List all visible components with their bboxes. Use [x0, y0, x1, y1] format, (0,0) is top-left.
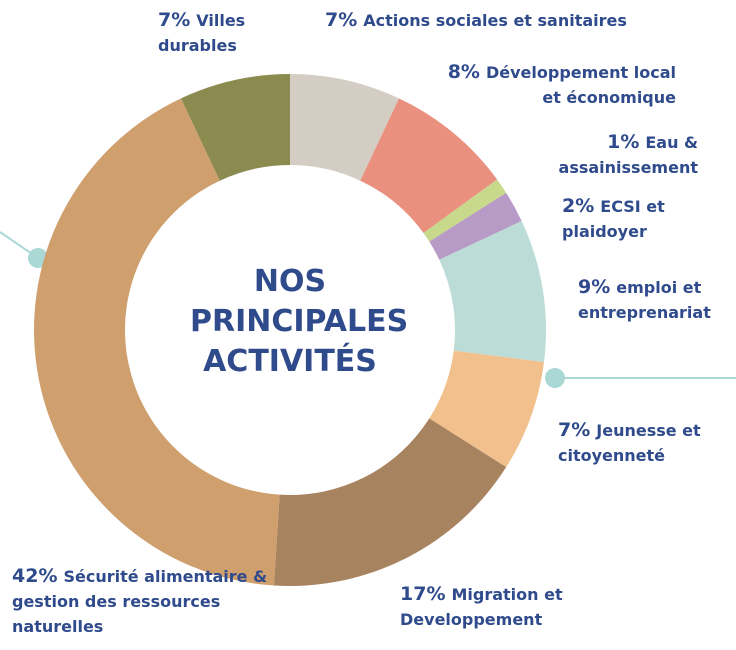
- connector-dot: [545, 368, 565, 388]
- category-label: ECSI et plaidoyer: [562, 197, 665, 241]
- percent-label: 7%: [558, 419, 591, 441]
- category-label: Villes durables: [158, 11, 246, 55]
- percent-label: 17%: [400, 583, 446, 605]
- category-label: Développement local et économique: [485, 63, 676, 107]
- percent-label: 8%: [447, 61, 480, 83]
- percent-label: 7%: [325, 9, 358, 31]
- percent-label: 7%: [158, 9, 191, 31]
- donut-segment: [439, 221, 547, 363]
- segment-label: 1% Eau & assainissement: [530, 130, 698, 180]
- segment-label: 7% Jeunesse et citoyenneté: [558, 418, 718, 468]
- chart-title: NOS PRINCIPALES ACTIVITÉS: [190, 264, 409, 379]
- segment-label: 17% Migration et Developpement: [400, 582, 590, 632]
- donut-segment: [34, 98, 280, 586]
- category-label: Migration et Developpement: [400, 585, 563, 629]
- category-label: emploi et entreprenariat: [578, 278, 711, 322]
- segment-label: 8% Développement local et économique: [440, 60, 676, 110]
- donut-segment: [360, 98, 498, 234]
- segment-label: 2% ECSI et plaidoyer: [562, 194, 692, 244]
- donut-segment: [429, 192, 522, 260]
- category-label: Jeunesse et citoyenneté: [558, 421, 701, 465]
- category-label: Sécurité alimentaire & gestion des resso…: [12, 567, 268, 636]
- donut-segment: [429, 350, 544, 468]
- donut-segment: [273, 418, 507, 586]
- donut-segment: [290, 74, 399, 181]
- category-label: Actions sociales et sanitaires: [363, 11, 627, 30]
- segment-label: 7% Villes durables: [158, 8, 268, 58]
- segment-label: 42% Sécurité alimentaire & gestion des re…: [12, 564, 282, 639]
- segment-label: 7% Actions sociales et sanitaires: [325, 8, 685, 33]
- percent-label: 9%: [578, 276, 611, 298]
- donut-segment: [423, 179, 507, 242]
- percent-label: 1%: [607, 131, 640, 153]
- percent-label: 42%: [12, 565, 58, 587]
- segment-label: 9% emploi et entreprenariat: [578, 275, 736, 325]
- donut-segment: [181, 74, 290, 181]
- category-label: Eau & assainissement: [558, 133, 698, 177]
- percent-label: 2%: [562, 195, 595, 217]
